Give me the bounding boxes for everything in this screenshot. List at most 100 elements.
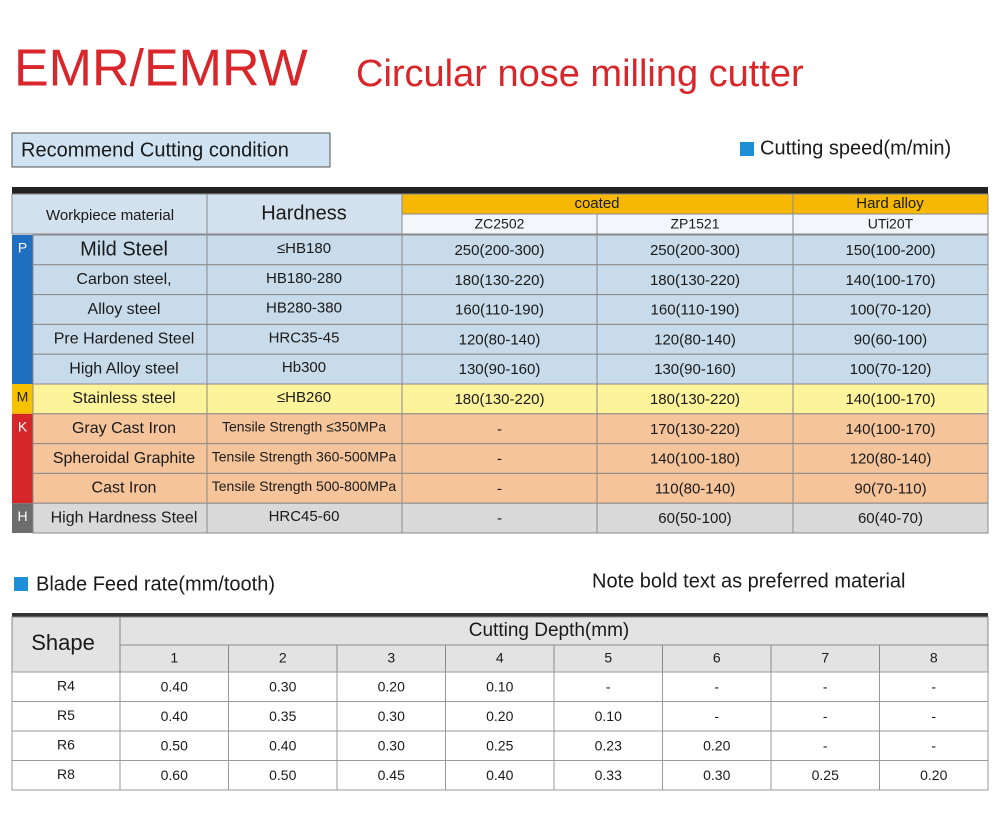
group-tab: [12, 413, 33, 504]
speed-cell: [401, 502, 598, 534]
feed-cell: [879, 701, 989, 732]
cutting-speed: 160(110-190): [651, 302, 740, 319]
cutting-speed: 150(100-200): [845, 242, 935, 259]
feed-cell: [336, 730, 446, 761]
cutting-speed: 130(90-160): [459, 361, 541, 378]
speed-cell: [792, 353, 989, 385]
material-cell: [32, 502, 208, 534]
feed-rate: -: [823, 708, 828, 724]
material: High Hardness Steel: [51, 509, 198, 526]
feed-rate: 0.25: [486, 738, 513, 754]
material-cell: [32, 323, 208, 355]
shape: R6: [57, 737, 75, 753]
header-cell: [445, 644, 555, 673]
hardness: HRC45-60: [269, 508, 340, 525]
section-label: Recommend Cutting condition: [21, 139, 289, 161]
hardness-cell: [206, 383, 403, 415]
section-label-box: [11, 132, 331, 168]
cutting-speed: 180(130-220): [650, 272, 740, 289]
feed-rate: -: [931, 679, 936, 695]
feed-cell: [662, 760, 772, 791]
feed-rate: -: [606, 679, 611, 695]
feed-cell: [228, 760, 338, 791]
hardness: ≤HB260: [277, 389, 331, 406]
header-cell: [770, 644, 880, 673]
speed-cell: [792, 264, 989, 296]
material-cell: [32, 264, 208, 296]
speed-cell: [596, 383, 794, 415]
feed-rate: 0.40: [269, 738, 296, 754]
header-cell: [119, 644, 229, 673]
feed-cell: [336, 760, 446, 791]
table-top-bar: [12, 187, 988, 194]
header-coated: coated: [574, 195, 619, 212]
speed-legend: Cutting speed(m/min): [760, 137, 951, 159]
feed-cell: [770, 701, 880, 732]
header-cell: [228, 644, 338, 673]
group-tab: [12, 503, 33, 533]
note: Note bold text as preferred material: [592, 570, 906, 592]
feed-rate: 0.20: [703, 738, 730, 754]
speed-cell: [792, 502, 989, 534]
cutting-speed: 120(80-140): [850, 451, 932, 468]
feed-cell: [119, 701, 229, 732]
depth: 6: [713, 650, 721, 666]
header-cell: [879, 644, 989, 673]
cutting-speed: 60(50-100): [658, 510, 731, 527]
speed-cell: [792, 323, 989, 355]
cutting-speed: 90(70-110): [854, 480, 926, 497]
shape: R8: [57, 766, 75, 782]
material: Stainless steel: [72, 390, 175, 407]
cutting-speed: 140(100-170): [845, 272, 935, 289]
feed-rate: 0.45: [378, 767, 405, 783]
depth: 8: [930, 650, 938, 666]
feed-rate: -: [714, 708, 719, 724]
speed-cell: [596, 502, 794, 534]
hardness: Tensile Strength 500-800MPa: [212, 478, 397, 494]
feed-cell: [228, 701, 338, 732]
cutting-speed: 120(80-140): [459, 331, 541, 348]
cutting-speed: 250(200-300): [454, 242, 544, 259]
header-cell: [336, 644, 446, 673]
feed-rate: -: [823, 738, 828, 754]
header-hardness: Hardness: [261, 202, 347, 224]
depth: 5: [604, 650, 612, 666]
feed-rate: -: [823, 679, 828, 695]
feed-cell: [553, 701, 663, 732]
group-code: M: [17, 389, 29, 405]
feed-cell: [119, 671, 229, 702]
cutting-speed: 100(70-120): [850, 361, 932, 378]
speed-cell: [401, 264, 598, 296]
material-cell: [32, 234, 208, 266]
speed-cell: [401, 323, 598, 355]
feed-cell: [770, 671, 880, 702]
group-tab: [12, 384, 33, 414]
shape-cell: [11, 671, 121, 702]
feed-cell: [336, 671, 446, 702]
cutting-speed: 130(90-160): [654, 361, 736, 378]
table-top-bar: [12, 613, 988, 617]
hardness: ≤HB180: [277, 240, 331, 257]
group-tab: [12, 235, 33, 384]
feed-rate: 0.30: [269, 679, 296, 695]
feed-legend: Blade Feed rate(mm/tooth): [36, 573, 275, 595]
hardness: Hb300: [282, 359, 326, 376]
cutting-speed: 160(110-190): [455, 302, 544, 319]
feed-rate: 0.33: [595, 767, 622, 783]
feed-rate: 0.40: [161, 708, 188, 724]
speed-cell: [596, 294, 794, 325]
feed-rate: -: [931, 738, 936, 754]
hardness: Tensile Strength ≤350MPa: [222, 419, 386, 435]
feed-rate: 0.23: [595, 738, 622, 754]
speed-cell: [596, 353, 794, 385]
cutting-speed: 170(130-220): [650, 421, 740, 438]
material-cell: [32, 353, 208, 385]
depth: 2: [279, 650, 287, 666]
feed-rate: 0.10: [486, 679, 513, 695]
header-cell: [792, 213, 989, 235]
shape: R4: [57, 678, 75, 694]
depth-header: Cutting Depth(mm): [469, 620, 630, 641]
hardness-cell: [206, 294, 403, 325]
